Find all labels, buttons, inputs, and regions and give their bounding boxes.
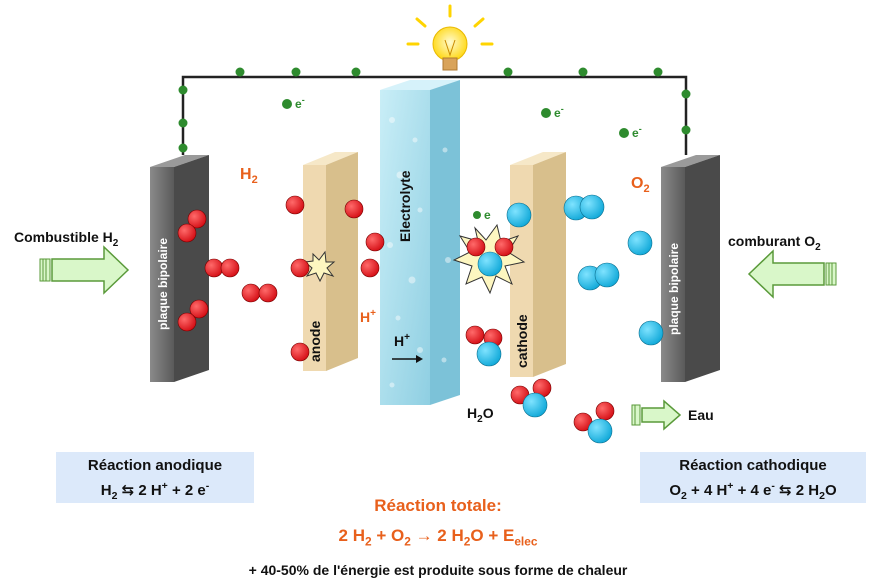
electrolyte-membrane <box>380 80 460 405</box>
oxygen-atom <box>594 262 620 288</box>
h2-label: H2 <box>240 166 258 186</box>
electron-label-3: e- <box>632 124 642 140</box>
hydrogen-atom <box>220 258 240 278</box>
oxidant-inlet-arrow <box>747 249 837 299</box>
free-electrons <box>282 99 629 219</box>
water-label: H2O <box>467 405 494 425</box>
electron-label-1: e- <box>295 95 305 111</box>
heat-note: + 40-50% de l'énergie est produite sous … <box>248 562 628 578</box>
hydrogen-atom <box>595 401 615 421</box>
total-reaction-title: Réaction totale: <box>374 496 502 515</box>
hydrogen-atom <box>466 237 486 257</box>
electrolyte-label: Electrolyte <box>397 170 413 242</box>
electron-label-4: e <box>484 208 491 222</box>
right-bipolar-plate <box>661 155 720 382</box>
anodic-reaction-title: Réaction anodique <box>87 457 223 474</box>
circuit-wire <box>181 75 688 155</box>
cathodic-reaction-title: Réaction cathodique <box>679 457 827 474</box>
plaque-right-label: plaque bipolaire <box>667 243 681 335</box>
hydrogen-atom <box>189 299 209 319</box>
wire-electrons <box>178 67 691 153</box>
plaque-left-label: plaque bipolaire <box>156 238 170 330</box>
oxygen-atom <box>477 251 503 277</box>
oxygen-atom <box>506 202 532 228</box>
hplus-electrolyte-label: H+ <box>394 332 410 349</box>
oxygen-atom <box>627 230 653 256</box>
electron-label-2: e- <box>554 104 564 120</box>
hydrogen-atom <box>177 223 197 243</box>
o2-label: O2 <box>631 175 650 195</box>
combustible-label: Combustible H2 <box>14 229 119 249</box>
hydrogen-atom <box>465 325 485 345</box>
hydrogen-atom <box>290 258 310 278</box>
oxygen-atoms <box>476 194 664 444</box>
proton-arrow <box>392 355 423 363</box>
oxygen-atom <box>476 341 502 367</box>
oxygen-atom <box>522 392 548 418</box>
hydrogen-atom <box>290 342 310 362</box>
oxygen-atom <box>638 320 664 346</box>
hydrogen-atom <box>241 283 261 303</box>
eau-label: Eau <box>688 407 714 423</box>
cathodic-reaction-box: Réaction cathodique O2 + 4 H+ + 4 e- ⇆ 2… <box>640 452 866 503</box>
total-reaction-equation: 2 H2 + O2 → 2 H2O + Eelec <box>338 526 538 549</box>
anodic-reaction-box: Réaction anodique H2 ⇆ 2 H+ + 2 e- <box>56 452 254 503</box>
hydrogen-atom <box>285 195 305 215</box>
fuel-inlet-arrow <box>39 245 130 295</box>
anode-label: anode <box>307 321 323 362</box>
hydrogen-atom <box>187 209 207 229</box>
hydrogen-atom <box>365 232 385 252</box>
hydrogen-atom <box>204 258 224 278</box>
hydrogen-atom <box>258 283 278 303</box>
oxygen-atom <box>587 418 613 444</box>
oxygen-atom <box>579 194 605 220</box>
water-outlet-arrow <box>631 399 682 431</box>
hydrogen-atom <box>344 199 364 219</box>
hydrogen-atom <box>494 237 514 257</box>
hydrogen-atom <box>177 312 197 332</box>
cathodic-reaction-equation: O2 + 4 H+ + 4 e- ⇆ 2 H2O <box>669 480 837 502</box>
comburant-label: comburant O2 <box>728 233 821 253</box>
cathode-label: cathode <box>514 314 530 368</box>
light-bulb-icon <box>406 4 494 71</box>
anodic-reaction-equation: H2 ⇆ 2 H+ + 2 e- <box>100 480 210 502</box>
hplus-anode-label: H+ <box>360 308 376 325</box>
hydrogen-atom <box>360 258 380 278</box>
